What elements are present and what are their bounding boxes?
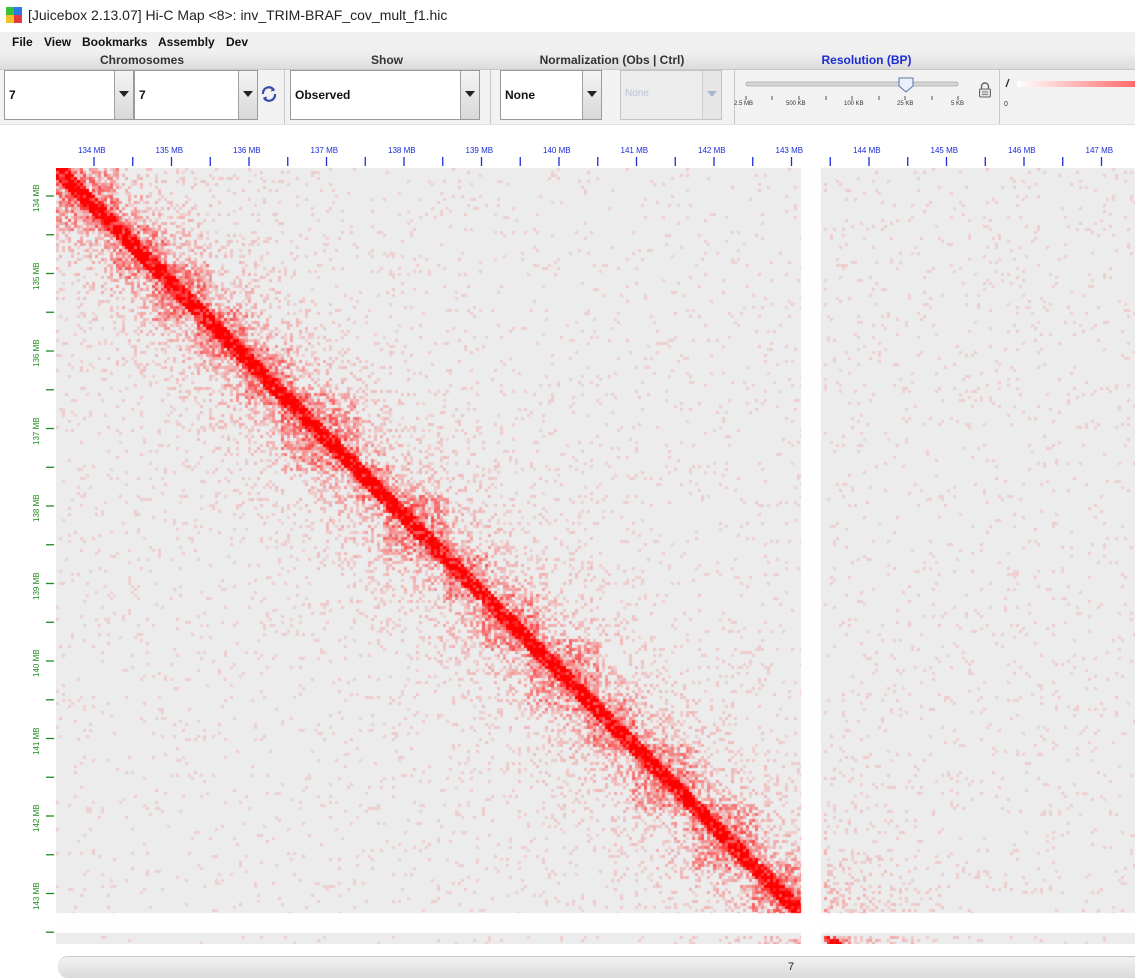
y-axis-label: 141 MB [32,726,41,755]
x-axis-label: 147 MB [1085,146,1114,155]
x-axis-label: 144 MB [853,146,881,155]
title-bar: [Juicebox 2.13.07] Hi-C Map <8>: inv_TRI… [0,0,1135,32]
x-axis-label: 142 MB [698,146,726,155]
normalization-header: Normalization (Obs | Ctrl) [490,52,734,70]
chromosomes-header: Chromosomes [0,52,284,70]
resolution-tick-label: 500 KB [786,101,806,107]
show-header: Show [284,52,490,70]
y-axis-label: 134 MB [32,184,41,212]
x-axis-ruler: 134 MB 135 MB 136 MB 137 MB 138 MB 139 MB 140 … [56,140,1135,168]
chevron-down-icon[interactable] [238,71,257,119]
y-axis-label: 135 MB [32,261,41,290]
window-title: [Juicebox 2.13.07] Hi-C Map <8>: inv_TRI… [28,7,448,23]
y-axis-label: 138 MB [32,494,41,522]
show-panel: Show Observed [284,52,491,124]
x-axis-label: 140 MB [543,146,571,155]
color-range-slider[interactable] [999,70,1135,110]
resolution-tick-label: 100 KB [844,101,864,107]
normalization-obs-value: None [505,88,535,102]
normalization-obs-select[interactable]: None [500,70,602,120]
x-axis-label: 135 MB [155,146,184,155]
chromosome-track-bar[interactable]: 7 [58,956,1135,978]
x-axis-label: 139 MB [465,146,494,155]
x-axis-label: 143 MB [775,146,804,155]
normalization-panel: Normalization (Obs | Ctrl) None None [490,52,735,124]
hic-contact-map[interactable] [56,168,1135,944]
normalization-ctrl-select: None [620,70,722,120]
y-axis-label: 137 MB [32,416,41,445]
chromosome-1-select[interactable]: 7 [4,70,134,120]
refresh-icon[interactable] [259,84,279,104]
y-axis-ruler: 134 MB 135 MB 136 MB 137 MB 138 MB 139 MB 140 … [0,168,56,944]
chevron-down-icon [702,71,721,119]
menu-bar: File View Bookmarks Assembly Dev [0,32,1135,52]
normalization-ctrl-value: None [625,88,649,99]
menu-dev[interactable]: Dev [226,35,249,49]
x-axis-label: 145 MB [930,146,959,155]
x-axis-label: 134 MB [78,146,106,155]
toolbar: Chromosomes 7 7 Show Observed [0,52,1135,125]
chevron-down-icon[interactable] [582,71,601,119]
menu-file[interactable]: File [12,35,33,49]
menu-bookmarks[interactable]: Bookmarks [82,35,148,49]
y-axis-label: 143 MB [32,881,41,910]
x-axis-label: 146 MB [1008,146,1036,155]
resolution-panel: Resolution (BP) 2.5 MB 500 KB 100 KB 25 … [734,52,1000,124]
color-scale-min-label: 0 [1004,101,1008,108]
color-scale-panel: 0 [999,52,1135,124]
chromosome-2-value: 7 [139,88,146,102]
juicebox-app-icon [6,7,22,23]
y-axis-label: 139 MB [32,571,41,600]
chromosome-1-value: 7 [9,88,16,102]
x-axis-label: 136 MB [233,146,261,155]
chromosome-track-label: 7 [788,961,795,973]
resolution-tick-label: 2.5 MB [734,101,754,107]
chevron-down-icon[interactable] [460,71,479,119]
menu-assembly[interactable]: Assembly [158,35,215,49]
chevron-down-icon[interactable] [114,71,133,119]
x-axis-label: 141 MB [620,146,649,155]
resolution-slider[interactable] [734,70,999,100]
y-axis-label: 136 MB [32,339,41,367]
y-axis-label: 140 MB [32,649,41,677]
resolution-tick-label: 5 KB [951,101,965,107]
show-select[interactable]: Observed [290,70,480,120]
lock-icon[interactable] [978,82,992,98]
chromosome-2-select[interactable]: 7 [134,70,258,120]
color-scale-header [999,52,1135,70]
x-axis-label: 137 MB [310,146,339,155]
x-axis-label: 138 MB [388,146,416,155]
resolution-header: Resolution (BP) [734,52,999,70]
menu-view[interactable]: View [44,35,72,49]
resolution-tick-label: 25 KB [897,101,914,107]
chromosomes-panel: Chromosomes 7 7 [0,52,285,124]
show-value: Observed [295,88,351,102]
y-axis-label: 142 MB [32,804,41,832]
